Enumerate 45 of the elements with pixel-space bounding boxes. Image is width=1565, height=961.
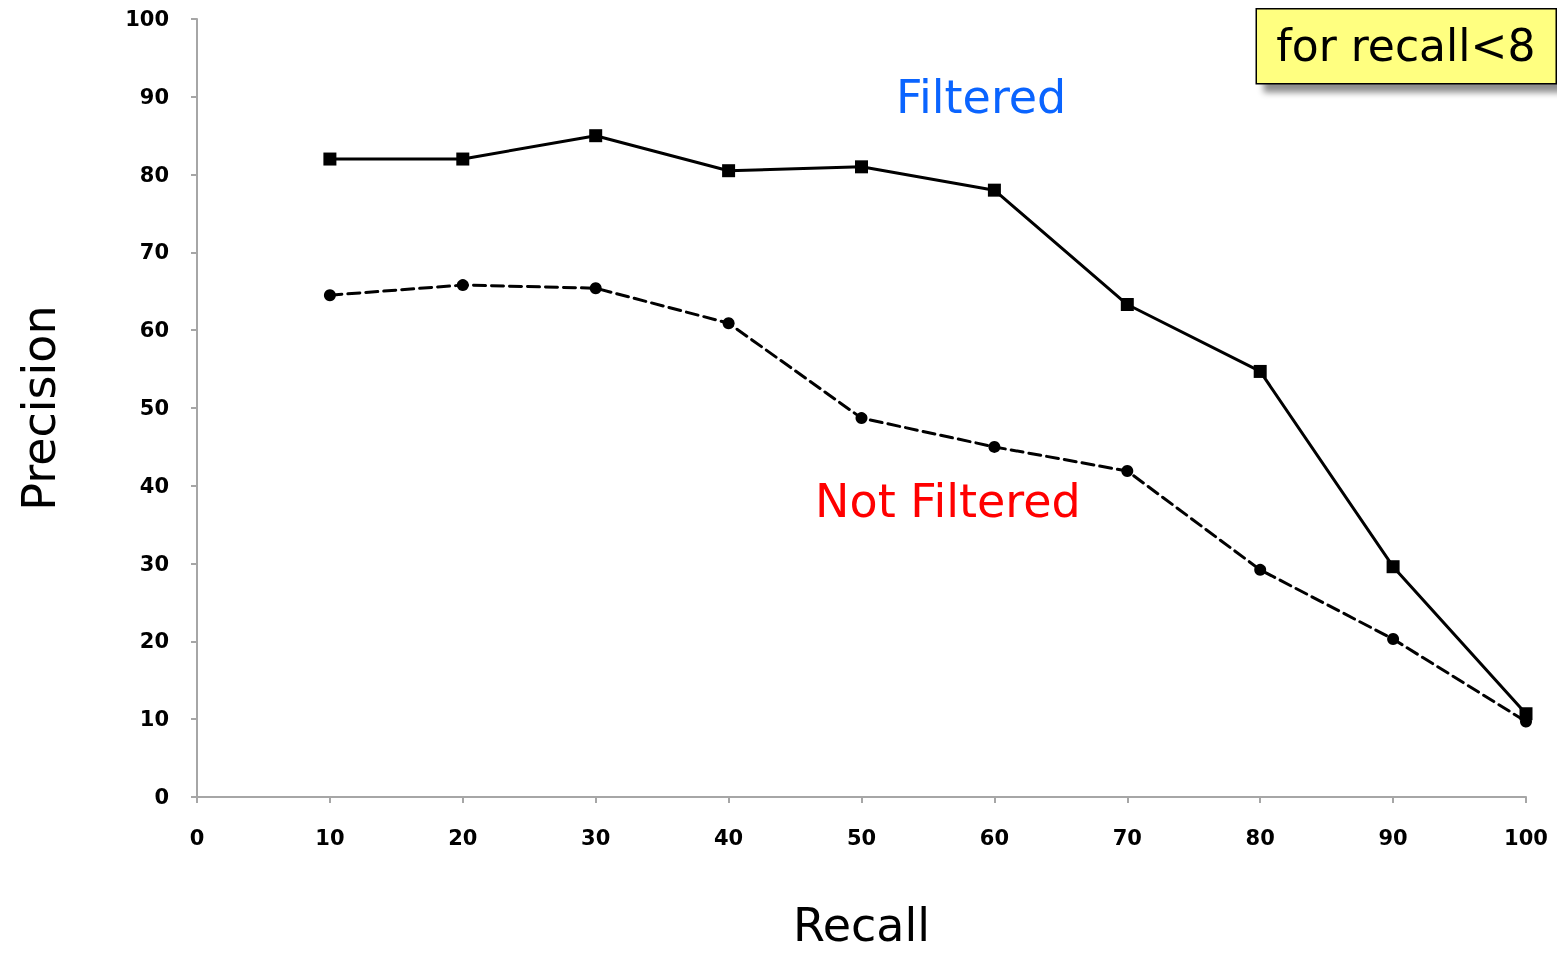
point [1387,633,1400,646]
x-axis-title: Recall [792,898,931,952]
point [1253,364,1267,378]
y-tick-label: 100 [125,7,169,31]
y-tick-label: 90 [139,84,169,109]
y-tick-label: 50 [139,396,169,420]
point [722,164,736,178]
y-tick-label: 20 [139,629,169,654]
point [988,440,1001,453]
point [855,412,868,425]
y-tick-label: 30 [139,551,169,576]
x-tick-label: 20 [448,825,478,850]
point [722,317,735,330]
x-tick-label: 40 [713,825,744,850]
point [589,129,603,143]
x-tick-label: 50 [846,825,877,850]
point [456,279,469,292]
y-axis-title: Precision [12,305,66,511]
x-tick-label: 80 [1245,825,1275,850]
point [1121,465,1134,478]
point [323,152,337,166]
point [1254,563,1267,576]
y-tick-label: 60 [139,318,169,343]
x-tick-label: 30 [581,825,611,850]
point [1386,560,1400,574]
x-tick-label: 70 [1112,825,1142,850]
y-tick-label: 0 [154,785,169,809]
point [456,152,470,166]
x-tick-label: 100 [1504,825,1548,850]
x-tick-label: 0 [189,825,205,850]
point [1120,298,1134,312]
x-tick-label: 60 [979,825,1010,850]
series-label: Filtered [895,69,1067,124]
point [855,160,868,174]
series-label: Not Filtered [815,474,1081,529]
point [987,183,1001,197]
y-tick-label: 80 [139,162,169,187]
y-tick-label: 40 [139,473,169,498]
x-tick-label: 90 [1378,825,1408,850]
x-tick-label: 10 [315,825,345,850]
point [323,289,336,302]
y-tick-label: 70 [139,240,169,265]
annotation: for recall<8 [1276,20,1536,72]
y-tick-label: 10 [139,707,169,732]
point [589,282,602,295]
